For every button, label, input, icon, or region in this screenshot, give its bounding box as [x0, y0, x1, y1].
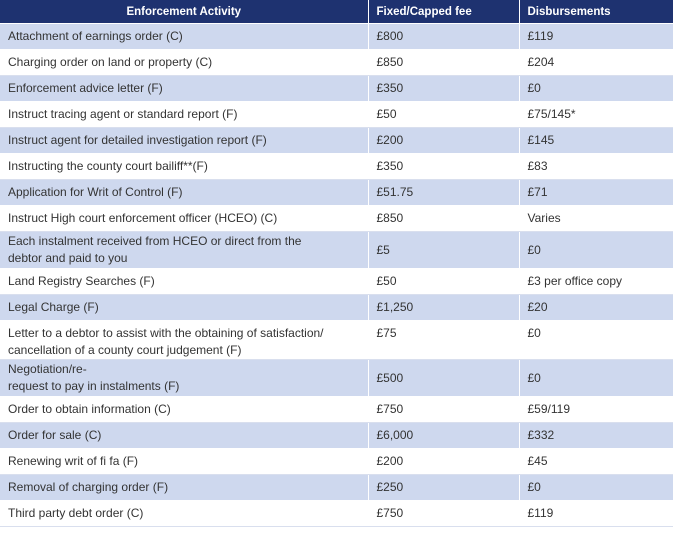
activity-line: cancellation of a county court judgement…: [8, 343, 242, 357]
activity-cell: Legal Charge (F): [0, 294, 369, 321]
fee-cell: £50: [368, 268, 520, 295]
activity-cell: Charging order on land or property (C): [0, 49, 369, 76]
table-row: Order to obtain information (C) £750 £59…: [0, 396, 673, 423]
activity-line: debtor and paid to you: [8, 251, 128, 265]
activity-cell: Enforcement advice letter (F): [0, 75, 369, 102]
activity-line: Negotiation/re-: [8, 362, 87, 376]
disbursements-cell: £119: [519, 23, 673, 50]
table-row: Each instalment received from HCEO or di…: [0, 231, 673, 269]
disbursements-cell: £59/119: [519, 396, 673, 423]
fee-cell: £750: [368, 500, 520, 527]
table-row: Letter to a debtor to assist with the ob…: [0, 320, 673, 360]
activity-line: request to pay in instalments (F): [8, 379, 180, 393]
disbursements-cell: £20: [519, 294, 673, 321]
activity-cell: Negotiation/re- request to pay in instal…: [0, 359, 369, 397]
activity-cell: Land Registry Searches (F): [0, 268, 369, 295]
table-body: Attachment of earnings order (C) £800 £1…: [0, 23, 673, 527]
table-row: Renewing writ of fi fa (F) £200 £45: [0, 448, 673, 475]
table-row: Enforcement advice letter (F) £350 £0: [0, 75, 673, 102]
fee-cell: £200: [368, 448, 520, 475]
table-row: Instruct agent for detailed investigatio…: [0, 127, 673, 154]
table-row: Land Registry Searches (F) £50 £3 per of…: [0, 268, 673, 295]
fee-cell: £500: [368, 359, 520, 397]
table-row: Application for Writ of Control (F) £51.…: [0, 179, 673, 206]
disbursements-cell: £83: [519, 153, 673, 180]
fee-cell: £75: [368, 320, 520, 360]
activity-cell: Instruct High court enforcement officer …: [0, 205, 369, 232]
activity-cell: Renewing writ of fi fa (F): [0, 448, 369, 475]
table-row: Instruct tracing agent or standard repor…: [0, 101, 673, 128]
activity-cell: Attachment of earnings order (C): [0, 23, 369, 50]
header-activity: Enforcement Activity: [0, 0, 369, 24]
activity-line: Each instalment received from HCEO or di…: [8, 234, 302, 248]
table-row: Removal of charging order (F) £250 £0: [0, 474, 673, 501]
activity-cell: Removal of charging order (F): [0, 474, 369, 501]
fee-cell: £5: [368, 231, 520, 269]
fee-cell: £250: [368, 474, 520, 501]
activity-cell: Each instalment received from HCEO or di…: [0, 231, 369, 269]
disbursements-cell: £0: [519, 359, 673, 397]
disbursements-cell: £71: [519, 179, 673, 206]
disbursements-cell: £0: [519, 320, 673, 360]
fee-cell: £850: [368, 205, 520, 232]
fee-cell: £6,000: [368, 422, 520, 449]
table-row: Instructing the county court bailiff**(F…: [0, 153, 673, 180]
fee-cell: £200: [368, 127, 520, 154]
table-row: Negotiation/re- request to pay in instal…: [0, 359, 673, 397]
activity-cell: Letter to a debtor to assist with the ob…: [0, 320, 369, 360]
table-header: Enforcement Activity Fixed/Capped fee Di…: [0, 0, 673, 24]
header-disbursements: Disbursements: [519, 0, 673, 24]
disbursements-cell: £145: [519, 127, 673, 154]
disbursements-cell: Varies: [519, 205, 673, 232]
fee-cell: £350: [368, 75, 520, 102]
disbursements-cell: £119: [519, 500, 673, 527]
table-row: Instruct High court enforcement officer …: [0, 205, 673, 232]
activity-cell: Order for sale (C): [0, 422, 369, 449]
disbursements-cell: £0: [519, 474, 673, 501]
fee-cell: £800: [368, 23, 520, 50]
disbursements-cell: £45: [519, 448, 673, 475]
fee-cell: £750: [368, 396, 520, 423]
table-row: Charging order on land or property (C) £…: [0, 49, 673, 76]
fee-cell: £50: [368, 101, 520, 128]
fee-cell: £1,250: [368, 294, 520, 321]
disbursements-cell: £332: [519, 422, 673, 449]
disbursements-cell: £3 per office copy: [519, 268, 673, 295]
table-row: Legal Charge (F) £1,250 £20: [0, 294, 673, 321]
disbursements-cell: £0: [519, 75, 673, 102]
header-row: Enforcement Activity Fixed/Capped fee Di…: [0, 0, 673, 24]
table-row: Order for sale (C) £6,000 £332: [0, 422, 673, 449]
fee-cell: £350: [368, 153, 520, 180]
activity-cell: Order to obtain information (C): [0, 396, 369, 423]
activity-cell: Third party debt order (C): [0, 500, 369, 527]
activity-cell: Instruct tracing agent or standard repor…: [0, 101, 369, 128]
disbursements-cell: £75/145*: [519, 101, 673, 128]
disbursements-cell: £204: [519, 49, 673, 76]
header-fee: Fixed/Capped fee: [368, 0, 520, 24]
fee-cell: £51.75: [368, 179, 520, 206]
activity-cell: Instructing the county court bailiff**(F…: [0, 153, 369, 180]
disbursements-cell: £0: [519, 231, 673, 269]
activity-cell: Instruct agent for detailed investigatio…: [0, 127, 369, 154]
activity-cell: Application for Writ of Control (F): [0, 179, 369, 206]
activity-line: Letter to a debtor to assist with the ob…: [8, 326, 324, 340]
table-row: Attachment of earnings order (C) £800 £1…: [0, 23, 673, 50]
fee-cell: £850: [368, 49, 520, 76]
table-row: Third party debt order (C) £750 £119: [0, 500, 673, 527]
enforcement-fees-table: Enforcement Activity Fixed/Capped fee Di…: [0, 0, 673, 527]
